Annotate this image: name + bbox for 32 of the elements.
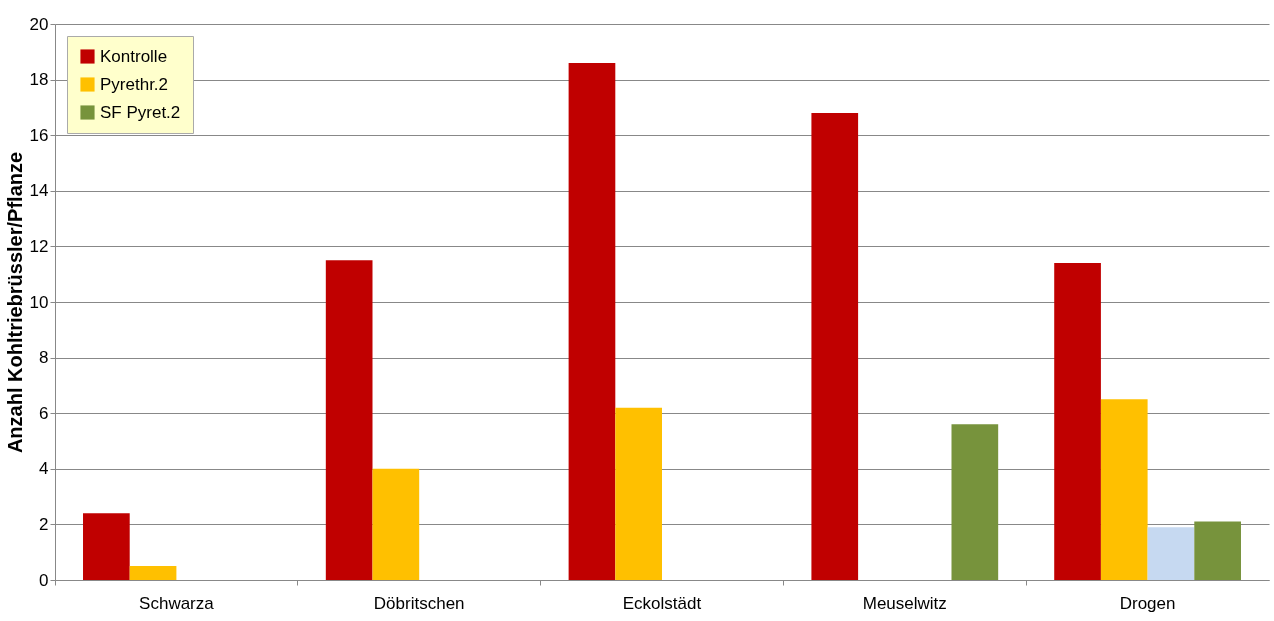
y-tick-label: 6 bbox=[39, 403, 49, 423]
y-tick-label: 20 bbox=[29, 14, 49, 34]
y-tick-label: 18 bbox=[29, 70, 49, 90]
bar bbox=[1054, 263, 1101, 580]
bar bbox=[83, 513, 130, 580]
legend-label: SF Pyret.2 bbox=[100, 102, 181, 122]
bar bbox=[372, 468, 420, 580]
x-tick-label: Döbritschen bbox=[373, 593, 465, 613]
y-tick-label: 2 bbox=[39, 514, 49, 534]
y-axis-title: Anzahl Kohltriebrüssler/Pflanze bbox=[3, 151, 26, 454]
y-tick-label: 14 bbox=[29, 181, 49, 201]
y-tick-label: 10 bbox=[29, 292, 49, 312]
y-tick-label: 12 bbox=[29, 236, 49, 256]
y-tick-label: 4 bbox=[39, 459, 49, 479]
bar bbox=[1147, 527, 1195, 580]
bar bbox=[568, 62, 616, 580]
x-tick-label: Eckolstädt bbox=[622, 593, 702, 613]
bar bbox=[615, 407, 662, 580]
x-tick-label: Meuselwitz bbox=[862, 593, 947, 613]
x-tick-label: Schwarza bbox=[139, 593, 215, 613]
bar bbox=[811, 112, 859, 580]
legend-label: Kontrolle bbox=[100, 46, 168, 66]
bar bbox=[1100, 399, 1148, 580]
x-tick-label: Drogen bbox=[1119, 593, 1176, 613]
bar bbox=[129, 566, 177, 580]
bar bbox=[325, 260, 373, 580]
y-tick-label: 8 bbox=[39, 348, 49, 368]
y-tick-label: 0 bbox=[39, 570, 49, 590]
legend-label: Pyrethr.2 bbox=[100, 74, 169, 94]
bar bbox=[1194, 521, 1241, 580]
bar bbox=[951, 424, 999, 580]
y-tick-label: 16 bbox=[29, 125, 49, 145]
